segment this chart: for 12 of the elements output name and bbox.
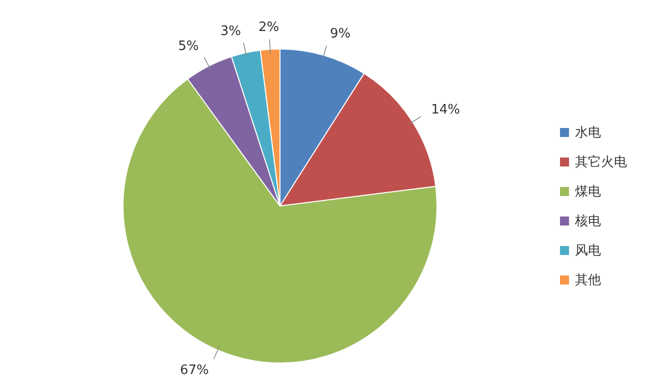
legend-label: 其他 <box>575 273 601 288</box>
legend-label: 核电 <box>574 214 601 230</box>
legend-label: 水电 <box>575 126 601 141</box>
legend-label: 其它火电 <box>575 154 627 170</box>
data-label: 5% <box>178 39 199 54</box>
legend-label: 风电 <box>575 244 601 259</box>
data-label: 14% <box>431 102 460 118</box>
data-label: 3% <box>220 24 241 39</box>
data-label: 67% <box>180 362 209 378</box>
data-label: 2% <box>258 20 280 35</box>
data-label: 9% <box>330 26 351 42</box>
legend-label: 煤电 <box>575 184 601 200</box>
